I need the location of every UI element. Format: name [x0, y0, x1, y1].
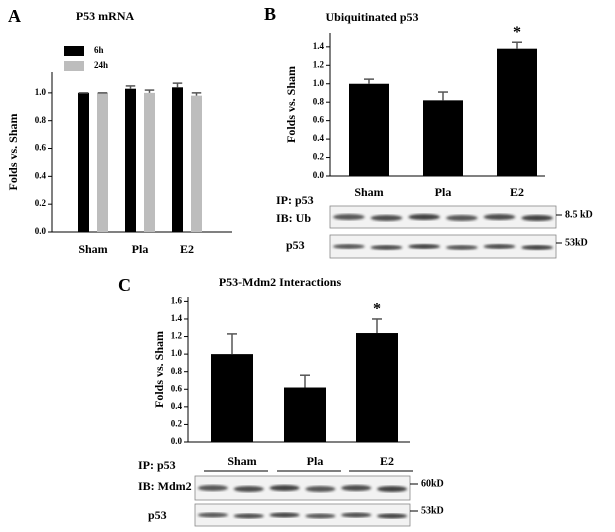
- blot-band: [333, 244, 365, 249]
- blot-image: [194, 503, 411, 527]
- chart-title: Ubiquitinated p53: [325, 10, 418, 24]
- y-tick-label: 0.6: [171, 383, 183, 393]
- blot-band: [341, 512, 372, 518]
- y-tick-label: 0.0: [313, 170, 325, 180]
- blot-band: [370, 215, 403, 221]
- blot-loading-label: p53: [286, 238, 305, 252]
- y-tick-label: 0.8: [171, 366, 183, 376]
- y-tick-label: 0.0: [171, 436, 183, 446]
- panel-letter: C: [118, 275, 131, 295]
- blot-band: [483, 214, 516, 220]
- y-tick-label: 0.0: [35, 226, 47, 236]
- blot-ip-label: IP: p53: [138, 458, 176, 472]
- y-tick-label: 0.4: [313, 133, 325, 143]
- blot-band: [341, 485, 372, 491]
- bar: [78, 92, 89, 232]
- bar: [172, 87, 183, 232]
- blot-band: [408, 214, 440, 220]
- blot-band: [197, 512, 228, 518]
- blot-image: [329, 234, 557, 259]
- blot-band: [333, 214, 365, 220]
- bar: [125, 88, 136, 233]
- y-tick-label: 0.8: [313, 96, 325, 106]
- bar: [356, 333, 398, 442]
- blot-band: [521, 245, 553, 250]
- bar: [191, 95, 202, 232]
- blot-band: [483, 244, 516, 249]
- legend-swatch: [64, 61, 84, 71]
- blot-band: [377, 486, 408, 492]
- y-tick-label: 1.4: [313, 41, 325, 51]
- blot-band: [233, 486, 264, 492]
- blot-band: [305, 513, 336, 519]
- bar: [284, 387, 326, 442]
- blot-band: [269, 485, 300, 491]
- bar: [423, 100, 463, 176]
- panel-letter: B: [264, 4, 276, 24]
- y-tick-label: 1.4: [171, 313, 183, 323]
- y-tick-label: 0.4: [171, 401, 183, 411]
- x-tick-label: Pla: [435, 185, 452, 199]
- x-tick-label: Sham: [78, 242, 107, 256]
- x-tick-label: Pla: [132, 242, 149, 256]
- bar: [497, 48, 537, 177]
- lane-label: Sham: [227, 454, 256, 468]
- blot-band: [370, 245, 403, 250]
- blot-loading-label: p53: [148, 508, 167, 522]
- y-tick-label: 1.0: [171, 348, 183, 358]
- bar: [349, 83, 389, 176]
- chart-title: P53-Mdm2 Interactions: [219, 275, 342, 289]
- blot-ib-label: IB: Ub: [276, 211, 311, 225]
- y-tick-label: 0.6: [313, 115, 325, 125]
- x-tick-label: Sham: [354, 185, 383, 199]
- y-tick-label: 0.8: [35, 115, 47, 125]
- legend-label: 24h: [94, 60, 108, 70]
- y-tick-label: 0.6: [35, 143, 47, 153]
- legend-label: 6h: [94, 45, 104, 55]
- y-tick-label: 0.2: [171, 418, 183, 428]
- blot-band: [233, 513, 264, 519]
- y-tick-label: 0.2: [35, 198, 47, 208]
- blot-band: [521, 215, 553, 221]
- lane-label: Pla: [307, 454, 324, 468]
- x-tick-label: E2: [180, 242, 194, 256]
- y-axis-label: Folds vs. Sham: [152, 331, 166, 408]
- y-tick-label: 1.6: [171, 295, 183, 305]
- y-tick-label: 1.2: [171, 331, 183, 341]
- bar: [97, 92, 108, 232]
- blot-marker-label: 8.5 kD: [565, 209, 593, 220]
- y-axis-label: Folds vs. Sham: [284, 66, 298, 143]
- blot-band: [197, 485, 228, 491]
- blot-image: [194, 475, 411, 501]
- blot-ip-label: IP: p53: [276, 193, 314, 207]
- panel-letter: A: [8, 6, 21, 26]
- blot-marker-label: 60kD: [421, 478, 444, 489]
- legend-swatch: [64, 46, 84, 56]
- blot-marker-label: 53kD: [421, 505, 444, 516]
- blot-band: [446, 215, 478, 221]
- bar: [211, 354, 253, 442]
- y-tick-label: 1.0: [313, 78, 325, 88]
- y-tick-label: 1.0: [35, 87, 47, 97]
- significance-star: *: [513, 24, 521, 41]
- bar: [144, 92, 155, 232]
- y-tick-label: 1.2: [313, 59, 325, 69]
- y-tick-label: 0.4: [35, 170, 47, 180]
- blot-band: [269, 512, 300, 518]
- x-tick-label: E2: [510, 185, 524, 199]
- blot-marker-label: 53kD: [565, 237, 588, 248]
- y-axis-label: Folds vs. Sham: [6, 113, 20, 190]
- chart-title: P53 mRNA: [76, 9, 135, 23]
- blot-ib-label: IB: Mdm2: [138, 479, 192, 493]
- significance-star: *: [373, 301, 381, 318]
- blot-image: [329, 205, 557, 229]
- blot-band: [305, 486, 336, 492]
- blot-band: [377, 513, 408, 519]
- blot-band: [446, 245, 478, 250]
- lane-label: E2: [380, 454, 394, 468]
- y-tick-label: 0.2: [313, 152, 325, 162]
- blot-band: [408, 244, 440, 249]
